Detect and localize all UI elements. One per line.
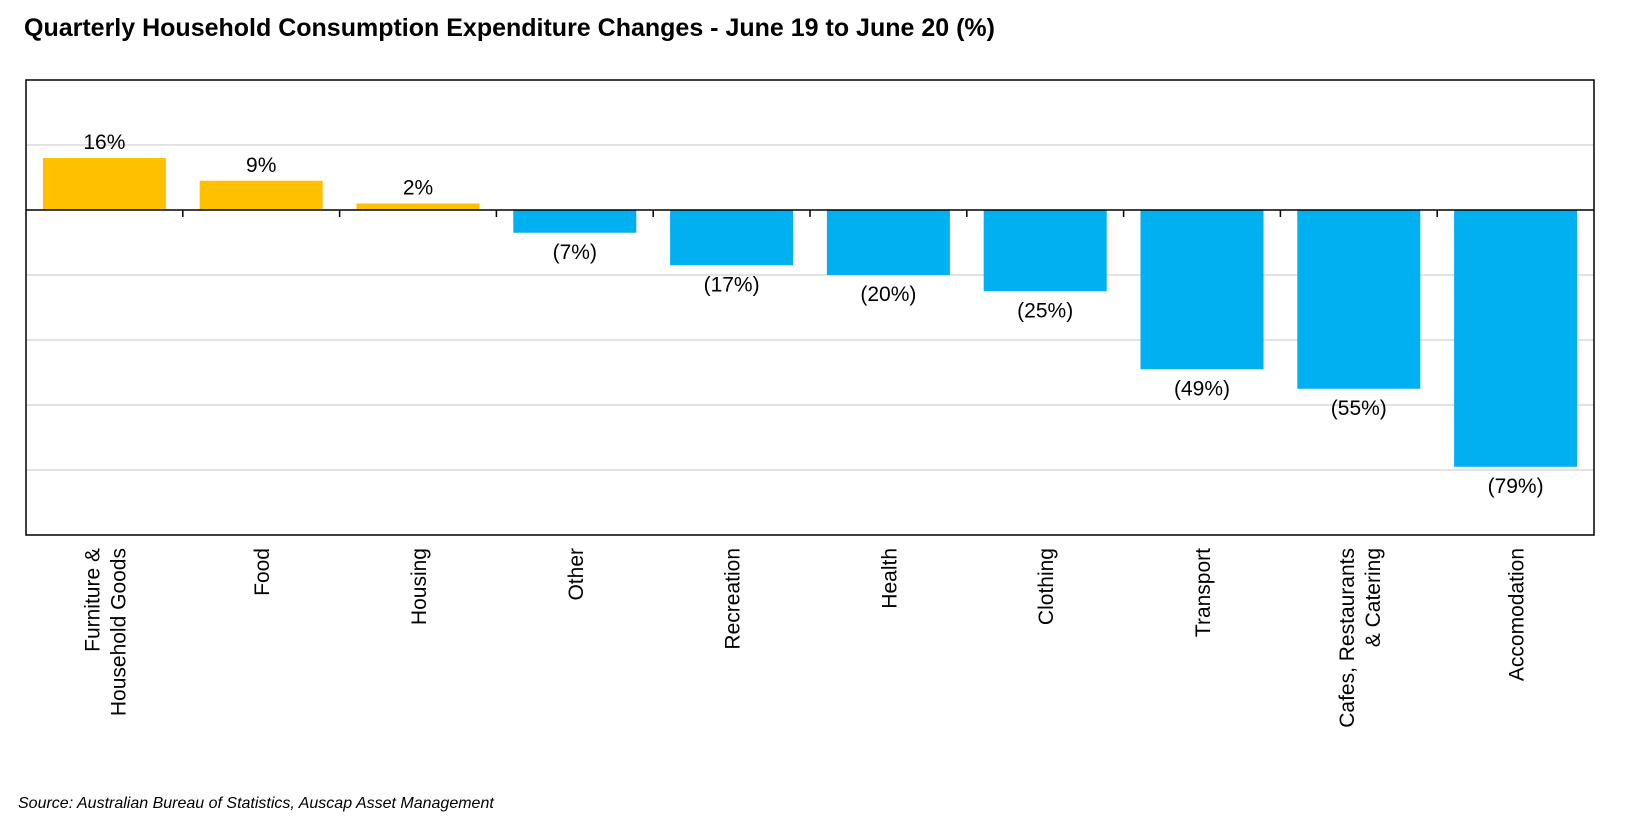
data-label: (17%) — [704, 273, 760, 296]
data-label: (25%) — [1017, 299, 1073, 322]
bar — [983, 210, 1107, 292]
category-label: Transport — [1192, 548, 1215, 637]
plot-border — [25, 79, 1595, 536]
category-label: Housing — [408, 548, 431, 625]
data-label: (79%) — [1488, 475, 1544, 498]
category-label: Other — [565, 548, 588, 601]
category-label: Recreation — [722, 548, 745, 650]
category-label-line: & Catering — [1362, 548, 1385, 647]
category-label: Food — [251, 548, 274, 596]
category-label-line: Food — [251, 548, 274, 596]
data-label: 2% — [403, 177, 433, 200]
category-labels: Furniture & Household Goods Food Housing Oth… — [81, 548, 1528, 728]
data-label: (20%) — [860, 283, 916, 306]
bar — [199, 180, 323, 210]
data-label: (55%) — [1331, 397, 1387, 420]
category-label-line: Housing — [408, 548, 431, 625]
category-label-line: Furniture & — [81, 548, 104, 652]
category-label-line: Household Goods — [107, 548, 130, 716]
bar — [42, 158, 166, 210]
data-labels: 16% 9% 2% (7%) (17%) (20%) (25%) (49%) (55%) (79%… — [83, 131, 1543, 498]
source-note: Source: Australian Bureau of Statistics,… — [18, 795, 494, 812]
category-label: Accomodation — [1506, 548, 1529, 681]
data-label: 16% — [83, 131, 125, 154]
category-label-line: Accomodation — [1506, 548, 1529, 681]
category-label-line: Clothing — [1035, 548, 1058, 625]
bar-chart: 16% 9% 2% (7%) (17%) (20%) (25%) (49%) (55%) (79%… — [25, 79, 1595, 728]
category-label: Cafes, Restaurants & Catering — [1336, 548, 1385, 728]
category-label-line: Transport — [1192, 548, 1215, 637]
data-label: 9% — [246, 154, 276, 177]
category-label: Health — [878, 548, 901, 609]
bar — [1140, 210, 1264, 370]
axes — [25, 79, 1595, 536]
bars — [42, 158, 1578, 467]
bar — [513, 210, 637, 233]
category-label-line: Recreation — [722, 548, 745, 650]
category-label-line: Cafes, Restaurants — [1336, 548, 1359, 728]
bar — [670, 210, 794, 266]
bar — [356, 203, 480, 210]
bar — [1454, 210, 1578, 467]
data-label: (49%) — [1174, 377, 1230, 400]
bar — [1297, 210, 1421, 389]
data-label: (7%) — [553, 241, 597, 264]
category-label: Clothing — [1035, 548, 1058, 625]
category-label-line: Other — [565, 548, 588, 601]
chart-title: Quarterly Household Consumption Expendit… — [24, 14, 995, 42]
category-label-line: Health — [878, 548, 901, 609]
category-label: Furniture & Household Goods — [81, 548, 130, 716]
bar — [826, 210, 950, 275]
